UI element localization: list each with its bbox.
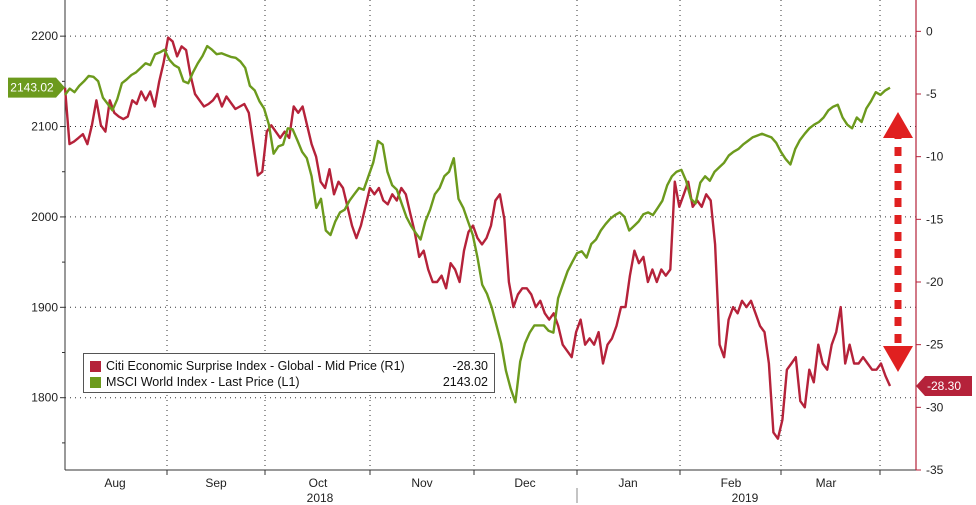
x-tick-label: Dec <box>514 476 535 490</box>
x-tick-label: Sep <box>205 476 227 490</box>
left-axis: 1800 1900 2000 2100 2200 <box>31 29 65 444</box>
x-year-label: 2019 <box>732 491 759 505</box>
x-axis: Aug Sep Oct Nov Dec Jan Feb Mar 2018 2019 <box>104 470 881 505</box>
last-value-tag-msci <box>8 77 65 98</box>
right-tick-label: -15 <box>926 212 944 226</box>
x-tick-label: Mar <box>816 476 837 490</box>
plot-frame <box>64 0 917 471</box>
left-tick-label: 2100 <box>31 120 58 134</box>
legend-value-citi: -28.30 <box>452 359 488 373</box>
right-tick-label: -20 <box>926 275 944 289</box>
right-tick-label: -30 <box>926 400 944 414</box>
right-axis: 0 -5 -10 -15 -20 -25 -30 -35 <box>916 24 944 477</box>
annotation-arrow <box>883 112 913 372</box>
right-tick-label: -25 <box>926 338 944 352</box>
series-line-citi <box>63 36 892 440</box>
x-year-label: 2018 <box>307 491 334 505</box>
right-tick-label: 0 <box>926 24 933 38</box>
left-tick-label: 1800 <box>31 391 58 405</box>
x-tick-label: Feb <box>721 476 742 490</box>
right-tick-label: -35 <box>926 463 944 477</box>
arrow-head-down <box>883 346 913 372</box>
legend-label-citi: Citi Economic Surprise Index - Global - … <box>106 359 405 373</box>
last-value-tag-citi <box>916 376 972 397</box>
left-tick-label: 2200 <box>31 29 58 43</box>
arrow-head-up <box>883 112 913 138</box>
legend-item-msci: MSCI World Index - Last Price (L1) 2143.… <box>90 374 488 390</box>
x-tick-label: Oct <box>309 476 328 490</box>
legend-value-msci: 2143.02 <box>442 375 488 389</box>
legend-swatch-citi <box>90 360 101 372</box>
last-value-text-citi: -28.30 <box>927 379 961 393</box>
legend-swatch-msci <box>90 376 101 388</box>
x-tick-label: Jan <box>618 476 637 490</box>
last-value-labels: 2143.02 -28.30 <box>8 77 972 397</box>
series-lines <box>63 36 892 440</box>
legend-item-citi: Citi Economic Surprise Index - Global - … <box>90 358 488 374</box>
left-tick-label: 2000 <box>31 210 58 224</box>
left-tick-label: 1900 <box>31 300 58 314</box>
right-tick-label: -5 <box>926 87 937 101</box>
x-tick-label: Aug <box>104 476 125 490</box>
legend: Citi Economic Surprise Index - Global - … <box>83 353 495 393</box>
last-value-text-msci: 2143.02 <box>10 81 54 95</box>
right-tick-label: -10 <box>926 150 944 164</box>
legend-label-msci: MSCI World Index - Last Price (L1) <box>106 375 300 389</box>
x-tick-label: Nov <box>411 476 432 490</box>
series-line-msci <box>64 44 891 404</box>
